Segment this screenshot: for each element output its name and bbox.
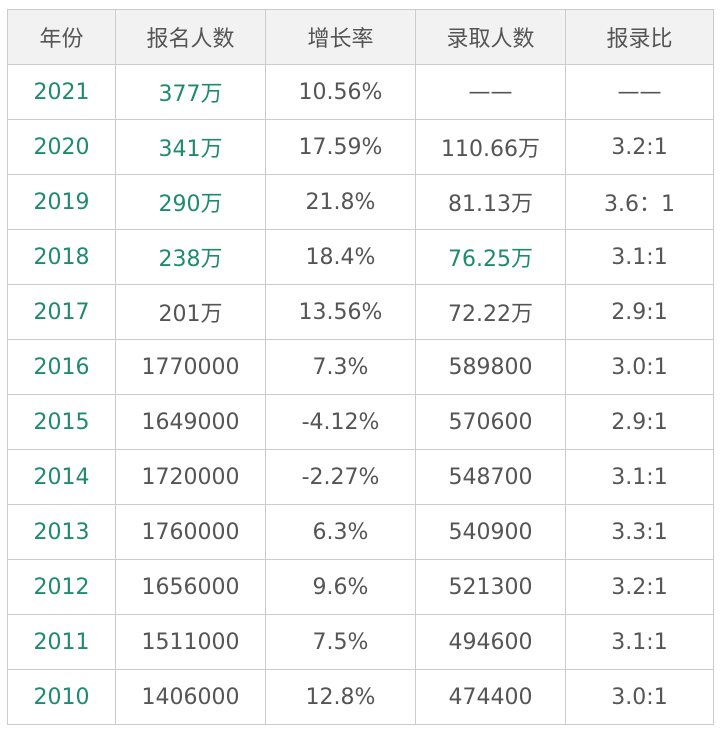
growth-cell: 9.6% bbox=[265, 559, 416, 615]
admitted-cell: 494600 bbox=[415, 614, 566, 670]
ratio-cell: 3.2:1 bbox=[565, 119, 714, 175]
applicants-cell: 1406000 bbox=[115, 669, 266, 725]
applicants-cell: 201万 bbox=[115, 284, 266, 340]
table-row: 2019 290万 21.8% 81.13万 3.6：1 bbox=[7, 174, 714, 230]
table-row: 2015 1649000 -4.12% 570600 2.9:1 bbox=[7, 394, 714, 450]
admitted-cell: 76.25万 bbox=[415, 229, 566, 285]
applicants-cell: 377万 bbox=[115, 64, 266, 120]
applicants-cell: 1649000 bbox=[115, 394, 266, 450]
table-row: 2016 1770000 7.3% 589800 3.0:1 bbox=[7, 339, 714, 395]
year-cell: 2010 bbox=[7, 669, 116, 725]
year-cell: 2017 bbox=[7, 284, 116, 340]
applicants-cell: 290万 bbox=[115, 174, 266, 230]
ratio-cell: 3.2:1 bbox=[565, 559, 714, 615]
applicants-cell: 341万 bbox=[115, 119, 266, 175]
table-row: 2011 1511000 7.5% 494600 3.1:1 bbox=[7, 614, 714, 670]
ratio-cell: 3.1:1 bbox=[565, 449, 714, 505]
admitted-cell: 570600 bbox=[415, 394, 566, 450]
applicants-cell: 1511000 bbox=[115, 614, 266, 670]
header-year: 年份 bbox=[7, 9, 116, 65]
growth-cell: 17.59% bbox=[265, 119, 416, 175]
applicants-cell: 238万 bbox=[115, 229, 266, 285]
header-ratio: 报录比 bbox=[565, 9, 714, 65]
growth-cell: 10.56% bbox=[265, 64, 416, 120]
growth-cell: 13.56% bbox=[265, 284, 416, 340]
year-cell: 2011 bbox=[7, 614, 116, 670]
growth-cell: -4.12% bbox=[265, 394, 416, 450]
table-row: 2017 201万 13.56% 72.22万 2.9:1 bbox=[7, 284, 714, 340]
admitted-cell: 110.66万 bbox=[415, 119, 566, 175]
ratio-cell: 3.3:1 bbox=[565, 504, 714, 560]
ratio-cell: —— bbox=[565, 64, 714, 120]
table-row: 2013 1760000 6.3% 540900 3.3:1 bbox=[7, 504, 714, 560]
ratio-cell: 2.9:1 bbox=[565, 394, 714, 450]
admitted-cell: 589800 bbox=[415, 339, 566, 395]
admitted-cell: 72.22万 bbox=[415, 284, 566, 340]
growth-cell: 21.8% bbox=[265, 174, 416, 230]
table-header: 年份 报名人数 增长率 录取人数 报录比 bbox=[7, 9, 714, 65]
applicants-cell: 1770000 bbox=[115, 339, 266, 395]
ratio-cell: 3.0:1 bbox=[565, 339, 714, 395]
ratio-cell: 2.9:1 bbox=[565, 284, 714, 340]
year-cell: 2021 bbox=[7, 64, 116, 120]
table-body: 2021 377万 10.56% —— —— 2020 341万 17.59% … bbox=[7, 64, 714, 725]
growth-cell: 7.5% bbox=[265, 614, 416, 670]
ratio-cell: 3.6：1 bbox=[565, 174, 714, 230]
ratio-cell: 3.0:1 bbox=[565, 669, 714, 725]
year-cell: 2014 bbox=[7, 449, 116, 505]
growth-cell: 7.3% bbox=[265, 339, 416, 395]
table-row: 2012 1656000 9.6% 521300 3.2:1 bbox=[7, 559, 714, 615]
admitted-cell: 474400 bbox=[415, 669, 566, 725]
table-row: 2021 377万 10.56% —— —— bbox=[7, 64, 714, 120]
admitted-cell: —— bbox=[415, 64, 566, 120]
growth-cell: 18.4% bbox=[265, 229, 416, 285]
applicants-cell: 1656000 bbox=[115, 559, 266, 615]
applicants-cell: 1720000 bbox=[115, 449, 266, 505]
growth-cell: 6.3% bbox=[265, 504, 416, 560]
year-cell: 2019 bbox=[7, 174, 116, 230]
ratio-cell: 3.1:1 bbox=[565, 229, 714, 285]
header-applicants: 报名人数 bbox=[115, 9, 266, 65]
year-cell: 2012 bbox=[7, 559, 116, 615]
year-cell: 2015 bbox=[7, 394, 116, 450]
header-row: 年份 报名人数 增长率 录取人数 报录比 bbox=[7, 9, 714, 65]
growth-cell: 12.8% bbox=[265, 669, 416, 725]
table-row: 2014 1720000 -2.27% 548700 3.1:1 bbox=[7, 449, 714, 505]
stats-table: 年份 报名人数 增长率 录取人数 报录比 2021 377万 10.56% ——… bbox=[7, 9, 714, 725]
year-cell: 2013 bbox=[7, 504, 116, 560]
stats-table-container: 年份 报名人数 增长率 录取人数 报录比 2021 377万 10.56% ——… bbox=[7, 9, 714, 725]
header-admitted: 录取人数 bbox=[415, 9, 566, 65]
year-cell: 2016 bbox=[7, 339, 116, 395]
admitted-cell: 540900 bbox=[415, 504, 566, 560]
table-row: 2020 341万 17.59% 110.66万 3.2:1 bbox=[7, 119, 714, 175]
table-row: 2010 1406000 12.8% 474400 3.0:1 bbox=[7, 669, 714, 725]
ratio-cell: 3.1:1 bbox=[565, 614, 714, 670]
admitted-cell: 521300 bbox=[415, 559, 566, 615]
year-cell: 2020 bbox=[7, 119, 116, 175]
applicants-cell: 1760000 bbox=[115, 504, 266, 560]
admitted-cell: 548700 bbox=[415, 449, 566, 505]
year-cell: 2018 bbox=[7, 229, 116, 285]
growth-cell: -2.27% bbox=[265, 449, 416, 505]
header-growth: 增长率 bbox=[265, 9, 416, 65]
admitted-cell: 81.13万 bbox=[415, 174, 566, 230]
table-row: 2018 238万 18.4% 76.25万 3.1:1 bbox=[7, 229, 714, 285]
